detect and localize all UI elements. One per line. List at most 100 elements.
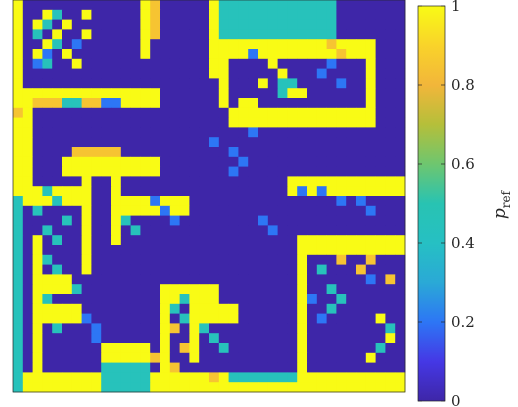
heatmap-cell [248,78,259,89]
heatmap-cell [307,78,318,89]
heatmap-cell [140,39,151,50]
heatmap-cell [42,29,53,40]
heatmap-cell [218,313,229,324]
heatmap-cell [277,294,288,305]
heatmap-cell [258,127,269,138]
heatmap-cell [62,313,73,324]
heatmap-cell [316,274,327,285]
heatmap-cell [22,19,33,30]
heatmap-cell [316,156,327,167]
heatmap-cell [13,78,24,89]
heatmap-cell [169,264,180,275]
heatmap-cell [22,176,33,187]
heatmap-cell [32,196,43,207]
heatmap-cell [62,39,73,50]
heatmap-cell [238,49,249,60]
heatmap-cell [91,264,102,275]
heatmap-cell [365,49,376,60]
heatmap-cell [356,127,367,138]
heatmap-cell [375,215,386,226]
heatmap-cell [111,333,122,344]
heatmap-cell [375,29,386,40]
heatmap-cell [316,186,327,197]
heatmap-cell [287,176,298,187]
heatmap-cell [140,264,151,275]
heatmap-cell [277,68,288,79]
heatmap-cell [130,274,141,285]
heatmap-cell [375,274,386,285]
heatmap-cell [52,39,63,50]
heatmap-cell [130,68,141,79]
heatmap-cell [32,166,43,177]
heatmap-cell [258,98,269,109]
heatmap-cell [120,294,131,305]
heatmap-cell [52,186,63,197]
heatmap-cell [375,156,386,167]
heatmap-cell [395,245,406,256]
heatmap-cell [297,19,308,30]
heatmap-cell [130,294,141,305]
heatmap-cell [199,372,210,383]
heatmap-cell [218,166,229,177]
heatmap-cell [248,245,259,256]
heatmap-cell [209,49,220,60]
heatmap-cell [42,362,53,373]
heatmap-cell [267,343,278,354]
heatmap-cell [385,0,396,11]
heatmap-cell [13,68,24,79]
heatmap-cell [365,323,376,334]
heatmap-cell [336,78,347,89]
heatmap-cell [326,333,337,344]
heatmap-cell [81,196,92,207]
heatmap-cell [228,274,239,285]
heatmap-cell [22,58,33,69]
heatmap-cell [307,117,318,128]
heatmap-cell [218,382,229,393]
heatmap-cell [13,333,24,344]
heatmap-cell [209,343,220,354]
heatmap-cell [209,294,220,305]
heatmap-cell [326,313,337,324]
heatmap-cell [277,186,288,197]
heatmap-cell [91,176,102,187]
heatmap-cell [101,137,112,148]
heatmap-cell [22,284,33,295]
heatmap-cell [111,254,122,265]
heatmap-cell [287,156,298,167]
heatmap-cell [42,78,53,89]
heatmap-cell [160,264,171,275]
heatmap-cell [150,245,161,256]
heatmap-cell [42,137,53,148]
heatmap-cell [209,0,220,11]
heatmap-cell [365,98,376,109]
heatmap-cell [160,117,171,128]
heatmap-cell [277,156,288,167]
heatmap-cell [160,333,171,344]
heatmap-cell [71,137,82,148]
heatmap-cell [160,254,171,265]
heatmap-cell [22,137,33,148]
heatmap-cell [52,196,63,207]
heatmap-cell [101,107,112,118]
heatmap-cell [356,147,367,158]
heatmap-cell [120,284,131,295]
heatmap-cell [130,156,141,167]
heatmap-cell [42,264,53,275]
heatmap-cell [91,98,102,109]
heatmap-cell [258,362,269,373]
heatmap-cell [81,107,92,118]
heatmap-cell [120,176,131,187]
heatmap-cell [218,147,229,158]
heatmap-cell [326,176,337,187]
heatmap-cell [52,245,63,256]
heatmap-cell [189,117,200,128]
heatmap-cell [22,166,33,177]
heatmap-cell [385,9,396,20]
heatmap-cell [101,372,112,383]
heatmap-cell [189,166,200,177]
heatmap-cell [258,9,269,20]
heatmap-cell [62,58,73,69]
heatmap-cell [218,215,229,226]
heatmap-cell [189,78,200,89]
heatmap-cell [287,98,298,109]
